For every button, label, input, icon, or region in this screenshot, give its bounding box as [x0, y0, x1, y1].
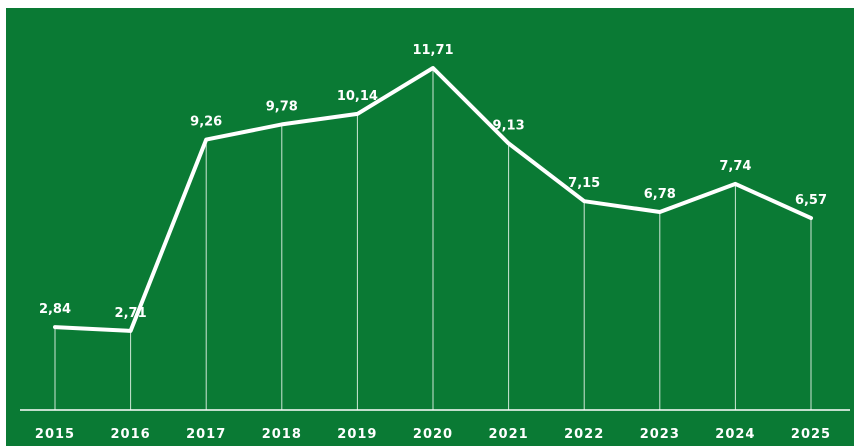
- x-tick-label-2020: 2020: [413, 427, 453, 442]
- x-tick-label-2021: 2021: [489, 427, 529, 442]
- x-tick-label-2022: 2022: [564, 427, 604, 442]
- value-label-2016: 2,71: [115, 306, 147, 321]
- x-tick-label-2016: 2016: [111, 427, 151, 442]
- x-tick-label-2019: 2019: [337, 427, 377, 442]
- value-labels: 2,84 2,71 9,26 9,78 10,14 11,71 9,13 7,15 6,78 7,…: [39, 43, 827, 321]
- x-tick-labels: 2015 2016 2017 2018 2019 2020 2021 2022 2023 2024…: [35, 427, 831, 442]
- x-tick-label-2024: 2024: [715, 427, 755, 442]
- x-tick-label-2023: 2023: [640, 427, 680, 442]
- value-label-2020: 11,71: [412, 43, 453, 58]
- x-tick-label-2018: 2018: [262, 427, 302, 442]
- value-label-2015: 2,84: [39, 302, 71, 317]
- x-tick-label-2017: 2017: [186, 427, 226, 442]
- x-tick-label-2015: 2015: [35, 427, 75, 442]
- x-tick-label-2025: 2025: [791, 427, 831, 442]
- value-label-2023: 6,78: [644, 187, 676, 202]
- value-label-2021: 9,13: [493, 118, 525, 133]
- series-line: [53, 66, 813, 333]
- value-label-2024: 7,74: [719, 159, 751, 174]
- value-label-2019: 10,14: [337, 89, 378, 104]
- value-label-2022: 7,15: [568, 176, 600, 191]
- chart-background: [6, 8, 854, 446]
- value-label-2025: 6,57: [795, 193, 827, 208]
- drop-lines: [54, 68, 812, 410]
- value-label-2018: 9,78: [266, 99, 298, 114]
- value-label-2017: 9,26: [190, 115, 222, 130]
